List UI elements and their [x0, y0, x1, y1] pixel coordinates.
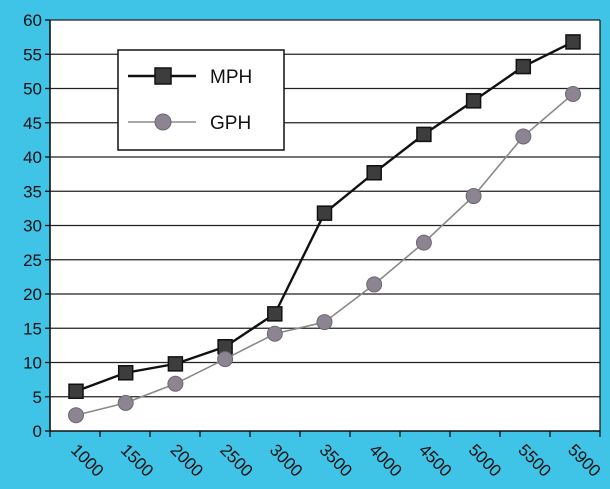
- legend-label: GPH: [210, 113, 251, 134]
- mph-point: [68, 383, 84, 400]
- y-tick-label: 5: [33, 388, 42, 407]
- legend: MPH GPH: [117, 49, 285, 151]
- y-tick-label: 50: [23, 80, 42, 99]
- mph-point: [515, 58, 532, 75]
- legend-circle-marker: [154, 113, 172, 131]
- mph-point: [565, 34, 581, 50]
- x-tick-label: 4500: [415, 440, 455, 480]
- gph-point: [167, 375, 184, 392]
- y-tick-label: 55: [23, 45, 42, 64]
- series-group: [68, 34, 581, 424]
- gph-point: [366, 276, 383, 293]
- mph-point: [267, 306, 283, 322]
- y-tick-label: 0: [33, 422, 42, 441]
- gph-point: [217, 351, 234, 368]
- x-tick-label: 1500: [117, 440, 157, 480]
- gph-point: [415, 234, 432, 251]
- mph-point: [465, 93, 482, 109]
- legend-label: MPH: [210, 67, 252, 88]
- y-tick-label: 15: [23, 319, 42, 338]
- x-tick-label: 3500: [316, 440, 356, 480]
- x-tick-label: 5900: [564, 440, 604, 480]
- legend-item-mph: MPH: [128, 67, 252, 88]
- legend-box: [117, 49, 285, 151]
- gph-point: [465, 188, 482, 205]
- gph-point: [68, 407, 84, 424]
- x-tick-label: 2500: [216, 440, 256, 480]
- x-tick-label: 5500: [514, 440, 554, 480]
- gph-point: [117, 394, 134, 411]
- legend-item-gph: GPH: [128, 113, 251, 134]
- y-axis-ticks: 0 5 10 15 20 25 30 35 40 45 50 55 60: [23, 11, 50, 441]
- x-tick-label: 2000: [167, 440, 207, 480]
- x-tick-label: 3000: [266, 440, 306, 480]
- x-axis-ticks: 1000 1500 2000 2500 3000 3500 4000 4500 5000 5500…: [49, 431, 604, 481]
- series-mph: [68, 34, 581, 400]
- y-tick-label: 35: [23, 182, 42, 201]
- gph-point: [266, 325, 283, 342]
- gph-point: [515, 128, 532, 145]
- y-tick-label: 25: [23, 251, 42, 270]
- y-tick-label: 20: [23, 285, 42, 304]
- mph-point: [416, 126, 432, 143]
- y-tick-label: 60: [23, 11, 42, 30]
- mph-point: [167, 356, 184, 372]
- legend-square-marker: [154, 67, 172, 85]
- mph-point: [366, 165, 382, 181]
- y-tick-label: 40: [23, 148, 42, 167]
- mph-point: [117, 365, 134, 381]
- mph-point: [316, 205, 333, 221]
- series-gph: [68, 85, 581, 424]
- x-tick-label: 5000: [465, 440, 505, 480]
- x-tick-label: 1000: [67, 440, 107, 480]
- x-tick-label: 4000: [365, 440, 405, 480]
- gph-point: [565, 85, 581, 102]
- y-tick-label: 10: [23, 354, 42, 373]
- y-tick-label: 30: [23, 217, 42, 236]
- gph-point: [316, 314, 333, 331]
- y-tick-label: 45: [23, 114, 42, 133]
